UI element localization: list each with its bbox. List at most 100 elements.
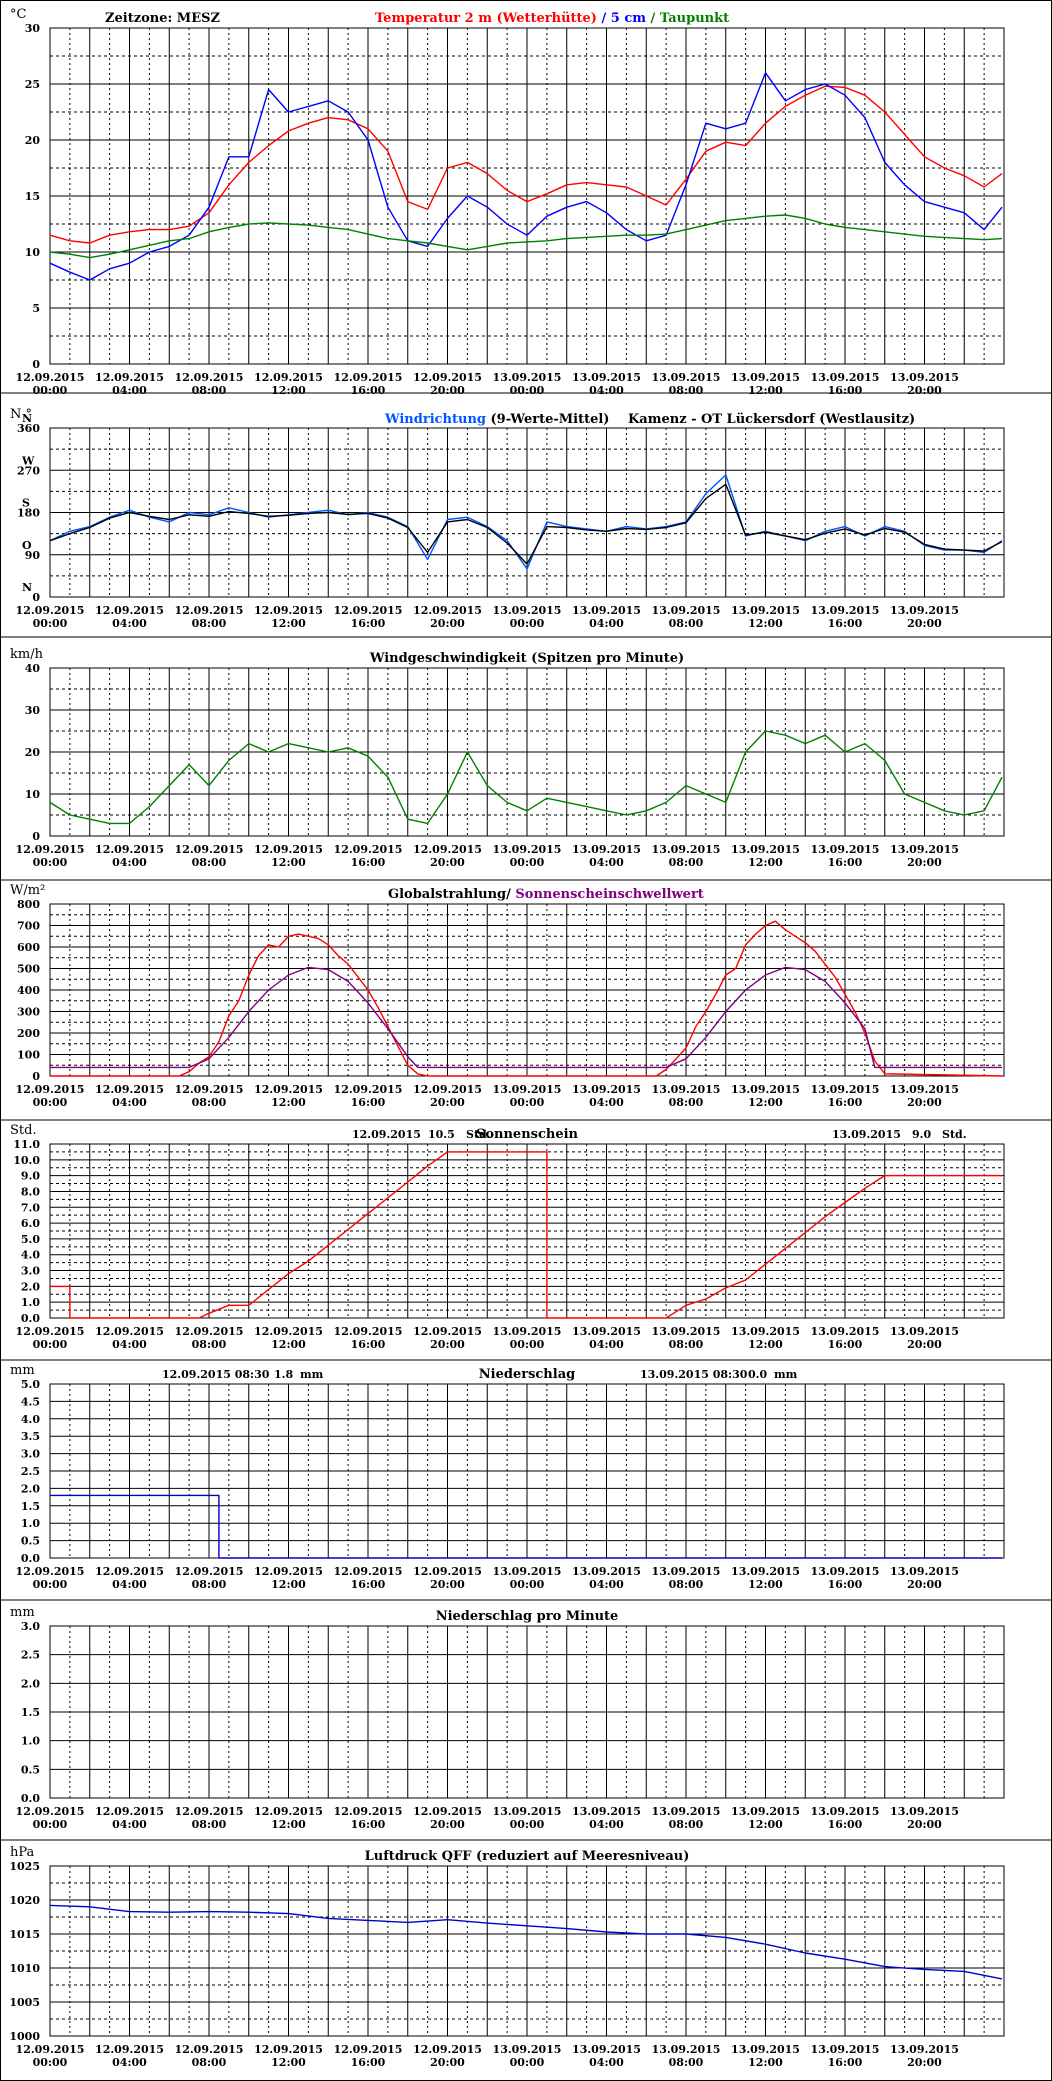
y-unit-label: km/h bbox=[10, 647, 44, 662]
x-tick-date: 12.09.2015 bbox=[175, 1325, 244, 1338]
y-tick-label: 4.0 bbox=[21, 1249, 40, 1262]
x-tick-date: 12.09.2015 bbox=[334, 604, 403, 617]
x-tick-date: 13.09.2015 bbox=[890, 604, 959, 617]
panel-radiation: 010020030040050060070080012.09.201500:00… bbox=[0, 883, 1052, 1121]
x-tick-time: 20:00 bbox=[907, 617, 942, 630]
y-tick-label: 1.5 bbox=[21, 1706, 40, 1719]
x-tick-date: 13.09.2015 bbox=[811, 604, 880, 617]
x-tick-time: 16:00 bbox=[351, 1096, 386, 1109]
y-tick-label: 5.0 bbox=[21, 1233, 40, 1246]
y-tick-label: 2.5 bbox=[21, 1649, 40, 1662]
total-date: 13.09.2015 08:30 bbox=[640, 1368, 748, 1381]
x-tick-date: 12.09.2015 bbox=[254, 1325, 323, 1338]
x-tick-date: 12.09.2015 bbox=[413, 1565, 482, 1578]
chart-title: Windgeschwindigkeit (Spitzen pro Minute) bbox=[369, 651, 684, 666]
x-tick-time: 20:00 bbox=[430, 384, 465, 397]
x-tick-time: 20:00 bbox=[430, 1818, 465, 1831]
x-tick-date: 13.09.2015 bbox=[890, 1805, 959, 1818]
x-tick-date: 12.09.2015 bbox=[334, 2043, 403, 2056]
x-tick-time: 20:00 bbox=[907, 1096, 942, 1109]
series-line bbox=[49, 483, 1003, 565]
x-tick-time: 08:00 bbox=[669, 1096, 704, 1109]
x-tick-date: 12.09.2015 bbox=[95, 1325, 164, 1338]
x-tick-date: 13.09.2015 bbox=[493, 1805, 562, 1818]
x-tick-date: 13.09.2015 bbox=[572, 371, 641, 384]
x-tick-time: 16:00 bbox=[828, 856, 863, 869]
x-tick-date: 13.09.2015 bbox=[731, 843, 800, 856]
x-tick-date: 13.09.2015 bbox=[890, 1325, 959, 1338]
y-tick-label: 800 bbox=[17, 898, 40, 911]
x-tick-time: 16:00 bbox=[351, 384, 386, 397]
x-tick-date: 13.09.2015 bbox=[493, 371, 562, 384]
x-tick-date: 12.09.2015 bbox=[16, 1325, 85, 1338]
y-tick-label: 1020 bbox=[9, 1894, 40, 1907]
x-tick-time: 00:00 bbox=[510, 1578, 545, 1591]
x-tick-time: 00:00 bbox=[33, 1338, 68, 1351]
x-tick-date: 12.09.2015 bbox=[95, 371, 164, 384]
y-tick-label: 0 bbox=[32, 1070, 40, 1083]
total-value: 0.0 bbox=[748, 1368, 767, 1381]
y-tick-label: 9.0 bbox=[21, 1170, 40, 1183]
x-tick-time: 20:00 bbox=[907, 1338, 942, 1351]
x-tick-time: 12:00 bbox=[748, 617, 783, 630]
x-tick-time: 12:00 bbox=[748, 1338, 783, 1351]
y-tick-label: 2.0 bbox=[21, 1677, 40, 1690]
x-tick-date: 12.09.2015 bbox=[175, 2043, 244, 2056]
x-tick-time: 08:00 bbox=[669, 2056, 704, 2069]
series-line bbox=[50, 966, 1002, 1069]
x-tick-date: 12.09.2015 bbox=[334, 371, 403, 384]
x-tick-date: 13.09.2015 bbox=[811, 1565, 880, 1578]
y-tick-label: 6.0 bbox=[21, 1217, 40, 1230]
x-tick-time: 20:00 bbox=[907, 856, 942, 869]
total-unit: mm bbox=[300, 1368, 324, 1381]
x-tick-time: 04:00 bbox=[112, 1818, 147, 1831]
x-tick-date: 12.09.2015 bbox=[254, 2043, 323, 2056]
y-tick-label: 0 bbox=[32, 358, 40, 371]
x-tick-time: 16:00 bbox=[828, 2056, 863, 2069]
x-tick-date: 12.09.2015 bbox=[95, 2043, 164, 2056]
x-tick-date: 13.09.2015 bbox=[652, 371, 721, 384]
x-tick-time: 16:00 bbox=[351, 617, 386, 630]
y-tick-label: 0 bbox=[32, 591, 40, 604]
x-tick-time: 04:00 bbox=[589, 384, 624, 397]
x-tick-date: 13.09.2015 bbox=[731, 1565, 800, 1578]
plot-border bbox=[49, 427, 1005, 598]
x-tick-time: 12:00 bbox=[748, 2056, 783, 2069]
plot-border bbox=[49, 667, 1005, 837]
x-tick-time: 20:00 bbox=[430, 1578, 465, 1591]
y-tick-label: 10.0 bbox=[13, 1154, 40, 1167]
y-tick-label: 20 bbox=[25, 746, 41, 759]
y-tick-label: 0.5 bbox=[21, 1535, 40, 1548]
x-tick-time: 00:00 bbox=[33, 2056, 68, 2069]
x-tick-date: 12.09.2015 bbox=[95, 1083, 164, 1096]
x-tick-date: 13.09.2015 bbox=[811, 2043, 880, 2056]
x-tick-time: 20:00 bbox=[430, 856, 465, 869]
x-tick-date: 12.09.2015 bbox=[254, 1805, 323, 1818]
series-line bbox=[50, 1151, 1002, 1319]
x-tick-date: 12.09.2015 bbox=[16, 2043, 85, 2056]
y-unit-label: hPa bbox=[10, 1845, 35, 1860]
series-line bbox=[49, 1904, 1003, 1980]
x-tick-time: 12:00 bbox=[748, 1096, 783, 1109]
plot-border bbox=[49, 1625, 1005, 1799]
x-tick-date: 12.09.2015 bbox=[413, 1805, 482, 1818]
y-tick-label: 600 bbox=[17, 941, 40, 954]
x-tick-time: 04:00 bbox=[112, 2056, 147, 2069]
x-tick-date: 13.09.2015 bbox=[731, 371, 800, 384]
x-tick-date: 13.09.2015 bbox=[652, 604, 721, 617]
x-tick-time: 16:00 bbox=[351, 856, 386, 869]
x-tick-date: 12.09.2015 bbox=[413, 2043, 482, 2056]
x-tick-time: 04:00 bbox=[112, 1338, 147, 1351]
x-tick-date: 12.09.2015 bbox=[95, 604, 164, 617]
y-tick-label: 1025 bbox=[9, 1860, 40, 1873]
y-tick-label: 0.5 bbox=[21, 1763, 40, 1776]
x-tick-date: 13.09.2015 bbox=[572, 1083, 641, 1096]
x-tick-date: 13.09.2015 bbox=[572, 1325, 641, 1338]
x-tick-time: 04:00 bbox=[112, 617, 147, 630]
panel-pressure: 10001005101010151020102512.09.201500:001… bbox=[9, 1845, 1005, 2069]
chart-title: Luftdruck QFF (reduziert auf Meeresnivea… bbox=[365, 1849, 690, 1864]
x-tick-time: 04:00 bbox=[589, 1578, 624, 1591]
x-tick-date: 13.09.2015 bbox=[493, 604, 562, 617]
y-tick-label: 25 bbox=[25, 78, 40, 91]
x-tick-date: 13.09.2015 bbox=[890, 1565, 959, 1578]
